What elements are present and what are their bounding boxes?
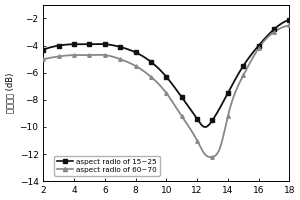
Legend: aspect radio of 15~25, aspect radio of 60~70: aspect radio of 15~25, aspect radio of 6… bbox=[54, 156, 160, 176]
Y-axis label: 反射损耗 (dB): 反射损耗 (dB) bbox=[5, 73, 14, 113]
